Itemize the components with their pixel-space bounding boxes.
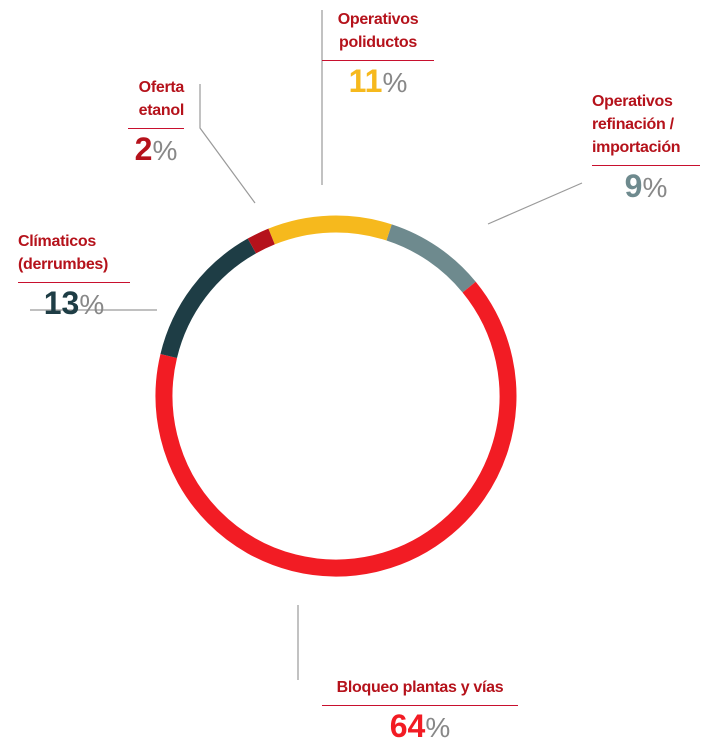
donut-slice (155, 281, 517, 577)
value-label: 13 (43, 285, 80, 321)
donut-slice (268, 215, 392, 245)
value-row: 13% (18, 283, 130, 325)
value-unit: % (425, 712, 451, 743)
donut-slice (386, 224, 476, 293)
category-text: Oferta etanol (138, 79, 185, 119)
category-text: Bloqueo plantas y vías (336, 679, 504, 696)
value-label: 11 (348, 63, 383, 99)
slice-label: Clímaticos (derrumbes) 13% (18, 230, 130, 325)
category-text: Clímaticos (derrumbes) (18, 233, 109, 273)
value-label: 2 (134, 131, 153, 167)
category-name: Clímaticos (derrumbes) (18, 230, 130, 283)
slice-label: Operativos poliductos 11% (322, 8, 434, 103)
slice-label: Operativos refinación / importación 9% (592, 90, 700, 208)
value-row: 9% (592, 166, 700, 208)
value-label: 64 (389, 708, 426, 744)
donut-slice (160, 238, 257, 359)
value-unit: % (382, 67, 408, 98)
category-text: Operativos poliductos (337, 11, 419, 51)
value-row: 64% (322, 706, 518, 745)
slice-label: Bloqueo plantas y vías 64% (322, 676, 518, 745)
category-name: Operativos poliductos (322, 8, 434, 61)
category-text: Operativos refinación / importación (592, 93, 681, 156)
category-name: Operativos refinación / importación (592, 90, 700, 166)
slice-label: Oferta etanol 2% (128, 76, 184, 171)
value-row: 2% (128, 129, 184, 171)
category-name: Oferta etanol (128, 76, 184, 129)
value-unit: % (642, 172, 668, 203)
value-label: 9 (624, 168, 643, 204)
category-name: Bloqueo plantas y vías (322, 676, 518, 706)
value-unit: % (152, 135, 178, 166)
leader-line (487, 182, 583, 225)
donut-slice (247, 228, 275, 254)
value-row: 11% (322, 61, 434, 103)
value-unit: % (79, 289, 105, 320)
leader-line (199, 84, 256, 204)
